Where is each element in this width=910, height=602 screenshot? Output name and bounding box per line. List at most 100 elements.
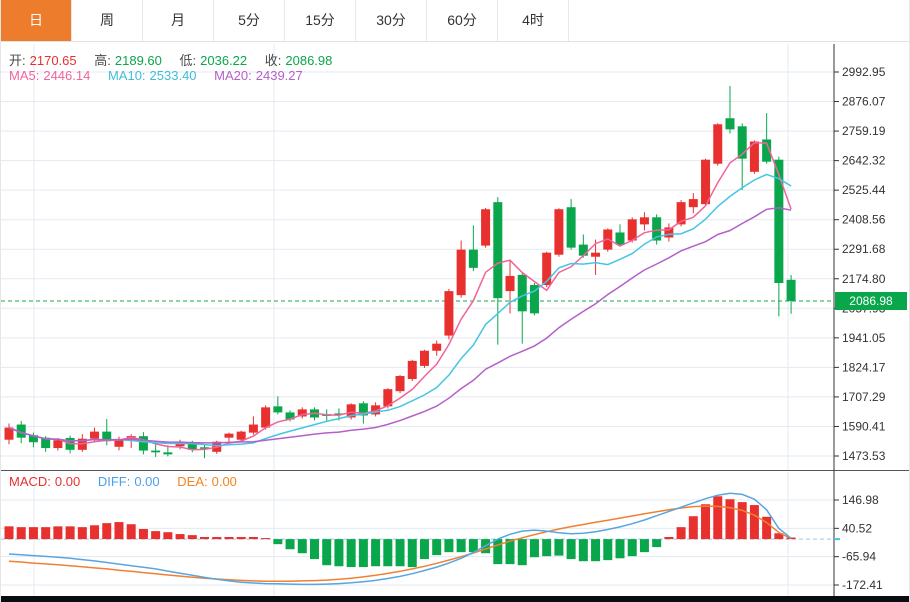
candle-body: [41, 437, 51, 449]
tab-5min[interactable]: 5分: [214, 0, 285, 41]
candle-body: [529, 285, 539, 314]
bottom-border-bar: [1, 596, 909, 602]
macd-histogram-bar: [138, 529, 148, 540]
macd-histogram-bar: [126, 524, 136, 540]
macd-histogram-bar: [529, 539, 539, 558]
diff-value: 0.00: [134, 474, 160, 489]
candle-body: [701, 159, 711, 205]
candle-body: [615, 232, 625, 245]
dea-label: DEA:: [177, 474, 208, 489]
price-tick-label: 2992.95: [842, 65, 886, 79]
macd-histogram-bar: [200, 536, 210, 540]
macd-histogram-bar: [615, 539, 625, 559]
candle-body: [297, 409, 307, 417]
candle-body: [688, 199, 698, 208]
tab-60min[interactable]: 60分: [427, 0, 498, 41]
candle-body: [273, 406, 283, 413]
tab-week[interactable]: 周: [72, 0, 143, 41]
candle-body: [456, 249, 466, 296]
candle-body: [261, 407, 271, 428]
low-label: 低:: [179, 53, 197, 68]
tab-30min[interactable]: 30分: [356, 0, 427, 41]
period-tabbar: 日周月 5分 15分 30分 60分 4时: [1, 0, 909, 42]
macd-histogram-bar: [444, 539, 454, 553]
macd-histogram-bar: [505, 539, 515, 565]
macd-histogram-bar: [322, 539, 332, 566]
candle-body: [664, 227, 674, 238]
macd-histogram-bar: [395, 539, 405, 567]
candle-body: [187, 442, 197, 450]
macd-histogram-bar: [334, 539, 344, 567]
candle-body: [493, 202, 503, 299]
macd-histogram-bar: [187, 535, 197, 540]
candle-body: [16, 424, 26, 438]
ma5-label: MA5:: [9, 68, 40, 83]
candle-body: [713, 124, 723, 164]
macd-histogram-bar: [456, 539, 466, 553]
quote-row: 开: 2170.65 高: 2189.60 低: 2036.22 收: 2086.98: [9, 50, 336, 69]
candle-body: [163, 452, 173, 455]
diff-label: DIFF:: [97, 474, 131, 489]
candle-body: [114, 439, 124, 447]
dea-line: [8, 505, 792, 582]
price-tick-label: 1707.29: [842, 390, 886, 404]
candle-body: [517, 274, 527, 312]
candle-body: [285, 412, 295, 420]
macd-histogram-bar: [53, 526, 63, 540]
macd-histogram-bar: [407, 539, 417, 568]
candle-body: [236, 431, 246, 440]
ma20-line: [8, 207, 792, 444]
macd-histogram-bar: [701, 504, 711, 540]
candle-body: [505, 275, 515, 292]
candle-body: [737, 126, 747, 159]
diff-line: [8, 492, 792, 586]
macd-histogram-bar: [41, 527, 51, 540]
tab-15min[interactable]: 15分: [285, 0, 356, 41]
macd-histogram-bar: [371, 539, 381, 567]
candle-body: [358, 403, 368, 416]
macd-histogram-bar: [664, 536, 674, 540]
macd-histogram-bar: [603, 539, 613, 561]
price-tick-label: 2759.19: [842, 124, 886, 138]
macd-histogram-bar: [713, 496, 723, 540]
macd-histogram-bar: [542, 539, 552, 557]
candle-body: [248, 424, 258, 433]
ma10-line: [8, 173, 792, 447]
macd-value: 0.00: [54, 474, 81, 489]
candle-body: [627, 219, 637, 241]
candle-body: [444, 291, 454, 336]
candle-body: [53, 440, 63, 449]
macd-histogram-bar: [554, 539, 564, 556]
macd-tick-label: -172.41: [842, 578, 883, 592]
macd-histogram-bar: [151, 531, 161, 540]
macd-histogram-bar: [4, 526, 14, 540]
candle-body: [4, 427, 14, 440]
candle-body: [762, 139, 772, 162]
candle-body: [224, 433, 234, 438]
macd-histogram-bar: [566, 539, 576, 560]
candle-body: [371, 405, 381, 415]
tab-day[interactable]: 日: [1, 0, 72, 41]
dea-value: 0.00: [211, 474, 237, 489]
tab-4hour[interactable]: 4时: [498, 0, 569, 41]
macd-histogram-bar: [273, 539, 283, 545]
macd-histogram-bar: [652, 539, 662, 548]
low-value: 2036.22: [200, 53, 248, 68]
high-label: 高:: [94, 53, 111, 68]
macd-histogram-bar: [468, 539, 478, 553]
ma5-line: [8, 141, 792, 451]
tab-month[interactable]: 月: [143, 0, 214, 41]
candle-body: [749, 141, 759, 172]
macd-histogram-bar: [65, 526, 75, 540]
close-value: 2086.98: [285, 53, 333, 68]
macd-histogram-bar: [737, 502, 747, 540]
macd-histogram-bar: [725, 499, 735, 540]
macd-histogram-bar: [639, 539, 649, 553]
ma20-label: MA20:: [214, 68, 252, 83]
macd-histogram-bar: [28, 527, 38, 540]
candle-body: [639, 217, 649, 225]
candle-body: [542, 252, 552, 286]
price-tick-label: 1824.17: [842, 360, 886, 374]
candle-body: [200, 447, 210, 449]
